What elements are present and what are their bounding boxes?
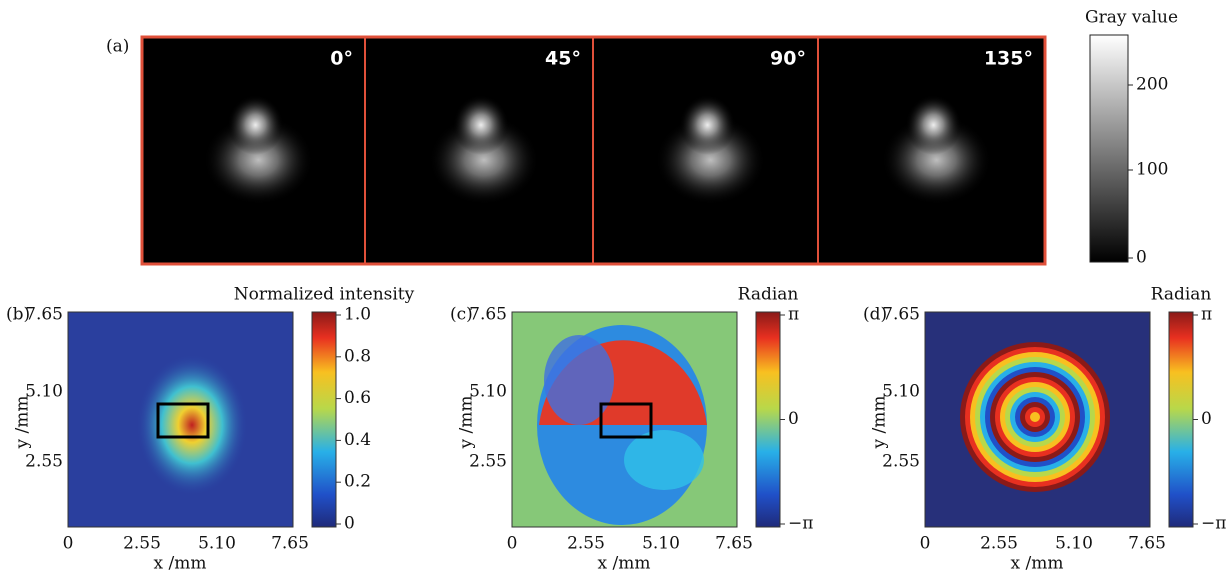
- y-tick-label: 2.55: [25, 452, 63, 472]
- beam-image: [453, 95, 509, 155]
- colorbar-tick-label: 1.0: [344, 305, 371, 325]
- colorbar-tick-label: 0: [344, 514, 355, 534]
- colorbar-tick-label: 0.4: [344, 430, 371, 450]
- x-tick-label: 0: [63, 534, 74, 554]
- y-axis-label: y /mm: [870, 396, 890, 450]
- beam-image: [679, 95, 736, 155]
- y-tick-label: 7.65: [882, 305, 920, 325]
- x-tick-label: 2.55: [123, 534, 161, 554]
- y-tick-label: 7.65: [469, 305, 507, 325]
- beam-image: [227, 95, 284, 155]
- colorbar: [1089, 34, 1129, 263]
- colorbar-tick-label: 0.8: [344, 346, 371, 366]
- y-tick-label: 7.65: [25, 305, 63, 325]
- beam-image: [905, 95, 962, 155]
- colorbar: [1168, 311, 1194, 528]
- roi-box: [599, 402, 653, 439]
- phase-region: [544, 335, 614, 425]
- colorbar: [311, 311, 337, 528]
- panel-label: (b): [6, 305, 30, 325]
- colorbar-tick-label: 200: [1136, 75, 1168, 95]
- panel-label: (d): [863, 305, 887, 325]
- phase-region: [624, 430, 704, 490]
- x-tick-label: 5.10: [198, 534, 236, 554]
- x-tick-label: 5.10: [642, 534, 680, 554]
- x-axis-label: x /mm: [1011, 554, 1064, 573]
- x-tick-label: 2.55: [980, 534, 1018, 554]
- colorbar: [755, 311, 781, 528]
- colorbar-tick-label: π: [1201, 305, 1212, 325]
- x-tick-label: 7.65: [715, 534, 753, 554]
- colorbar-tick-label: π: [788, 305, 799, 325]
- colorbar-title: Radian: [738, 285, 799, 305]
- y-tick-label: 5.10: [882, 382, 920, 402]
- colorbar-title: Gray value: [1085, 8, 1178, 28]
- angle-label: 135°: [984, 48, 1033, 70]
- y-axis-label: y /mm: [457, 396, 477, 450]
- x-tick-label: 7.65: [271, 534, 309, 554]
- colorbar-title: Radian: [1151, 285, 1212, 305]
- colorbar-tick-label: 0: [1201, 409, 1212, 429]
- y-tick-label: 2.55: [469, 452, 507, 472]
- colorbar-tick-label: 100: [1136, 160, 1168, 180]
- angle-label: 45°: [545, 48, 581, 70]
- colorbar-tick-label: 0.6: [344, 388, 371, 408]
- panel-label: (c): [450, 305, 473, 325]
- intensity-blob: [137, 355, 247, 495]
- colorbar-tick-label: 0: [788, 409, 799, 429]
- x-axis-label: x /mm: [154, 554, 207, 573]
- roi-box: [156, 402, 210, 439]
- angle-label: 0°: [330, 48, 353, 70]
- x-tick-label: 0: [507, 534, 518, 554]
- x-tick-label: 7.65: [1128, 534, 1166, 554]
- colorbar-tick-label: −π: [1201, 514, 1226, 534]
- colorbar-title: Normalized intensity: [234, 285, 415, 305]
- x-tick-label: 5.10: [1055, 534, 1093, 554]
- x-axis-label: x /mm: [598, 554, 651, 573]
- colorbar-tick-label: 0: [1136, 248, 1147, 268]
- y-axis-label: y /mm: [13, 396, 33, 450]
- phase-ring: [1030, 412, 1040, 422]
- y-tick-label: 5.10: [25, 382, 63, 402]
- angle-label: 90°: [770, 48, 806, 70]
- x-tick-label: 2.55: [567, 534, 605, 554]
- colorbar-tick-label: 0.2: [344, 472, 371, 492]
- y-tick-label: 2.55: [882, 452, 920, 472]
- colorbar-tick-label: −π: [788, 514, 813, 534]
- y-tick-label: 5.10: [469, 382, 507, 402]
- x-tick-label: 0: [920, 534, 931, 554]
- panel-label: (a): [106, 37, 129, 57]
